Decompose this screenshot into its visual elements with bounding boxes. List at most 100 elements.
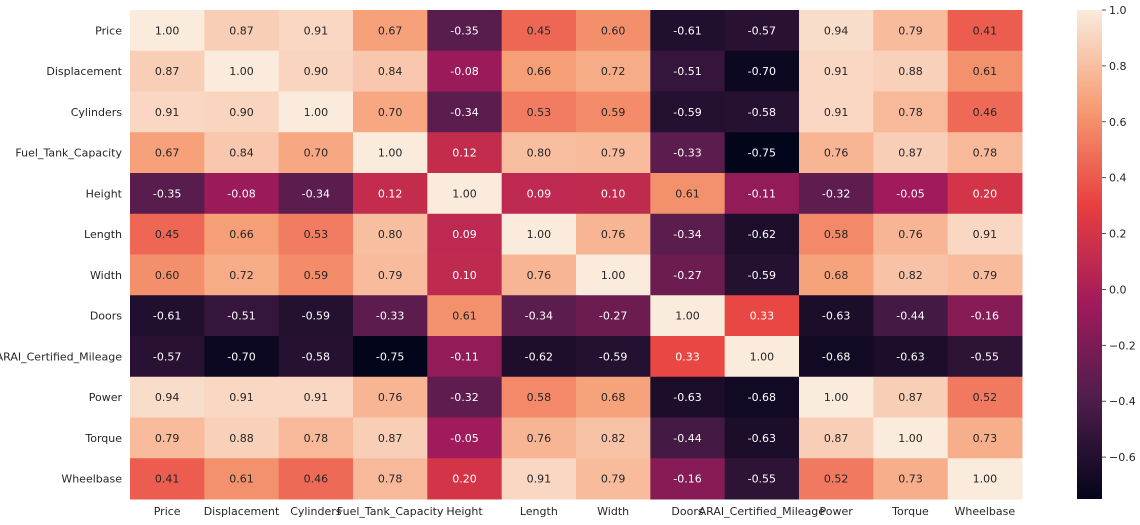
cell-value-label: 0.79 [601, 473, 626, 486]
heatmap-cell [947, 458, 1023, 500]
cell-value-label: -0.44 [896, 310, 924, 323]
cell-value-label: 0.09 [452, 228, 477, 241]
cell-value-label: 0.91 [304, 391, 329, 404]
cell-value-label: -0.27 [673, 269, 701, 282]
cell-value-label: 0.91 [304, 24, 329, 37]
x-tick-label: Cylinders [290, 505, 342, 518]
heatmap-cell [501, 132, 577, 174]
heatmap-cell [873, 50, 949, 92]
heatmap-cell [799, 173, 874, 215]
cell-value-label: 0.79 [973, 269, 998, 282]
cell-value-label: 0.73 [973, 432, 998, 445]
cell-value-label: 0.78 [378, 473, 403, 486]
colorbar-tick-label: 0.6 [1109, 116, 1127, 129]
colorbar-tick-label: −0.6 [1109, 451, 1136, 464]
heatmap-cell [353, 10, 428, 52]
heatmap-cell [724, 91, 800, 133]
cell-value-label: 0.45 [527, 24, 552, 37]
heatmap-cell [353, 91, 428, 133]
cell-value-label: 0.72 [229, 269, 254, 282]
cell-value-label: 0.45 [155, 228, 180, 241]
heatmap-cell [724, 10, 800, 52]
heatmap-cell [947, 417, 1023, 459]
heatmap-cell [873, 213, 949, 255]
heatmap-cell [501, 376, 577, 418]
heatmap-cell [650, 458, 726, 500]
cell-value-label: -0.05 [896, 187, 924, 200]
cell-value-label: 1.00 [155, 24, 180, 37]
heatmap-cell [278, 50, 354, 92]
heatmap-cell [204, 50, 280, 92]
cell-value-label: 0.87 [824, 432, 849, 445]
cell-value-label: 0.76 [898, 228, 923, 241]
heatmap-cell [353, 417, 428, 459]
heatmap-cell [799, 295, 874, 337]
cell-value-label: -0.51 [673, 65, 701, 78]
cell-value-label: 0.87 [155, 65, 180, 78]
cell-value-label: -0.70 [748, 65, 776, 78]
cell-value-label: 0.87 [229, 24, 254, 37]
cell-value-label: 1.00 [750, 350, 775, 363]
x-tick-label: Fuel_Tank_Capacity [337, 505, 444, 518]
cell-value-label: 0.90 [229, 106, 254, 119]
heatmap-cell [873, 254, 949, 296]
cell-value-label: 0.60 [601, 24, 626, 37]
cell-value-label: -0.27 [599, 310, 627, 323]
heatmap-cell [353, 336, 428, 378]
cell-value-label: 0.59 [304, 269, 329, 282]
heatmap-cell [278, 91, 354, 133]
y-tick-label: Displacement [46, 65, 122, 78]
heatmap-cell [576, 254, 651, 296]
cell-value-label: 0.84 [378, 65, 403, 78]
heatmap-cell [353, 254, 428, 296]
cell-value-label: 0.87 [898, 391, 923, 404]
heatmap-cell [947, 91, 1023, 133]
heatmap-cell [947, 295, 1023, 337]
heatmap-cell [278, 336, 354, 378]
x-tick-label: Width [597, 505, 629, 518]
heatmap-cell [650, 50, 726, 92]
heatmap-cell [873, 376, 949, 418]
cell-value-label: -0.75 [748, 147, 776, 160]
cell-value-label: -0.34 [673, 228, 701, 241]
heatmap-cell [873, 91, 949, 133]
heatmap-cell [278, 295, 354, 337]
cell-value-label: 0.78 [973, 147, 998, 160]
colorbar [1077, 10, 1102, 499]
heatmap-cell [650, 336, 726, 378]
cell-value-label: -0.57 [748, 24, 776, 37]
heatmap-cell [130, 132, 205, 174]
heatmap-cell [724, 295, 800, 337]
cell-value-label: 0.79 [601, 147, 626, 160]
heatmap-cell [353, 376, 428, 418]
x-tick-label: Displacement [204, 505, 280, 518]
heatmap-cell [130, 10, 205, 52]
heatmap-cell [501, 254, 577, 296]
heatmap-cell [576, 213, 651, 255]
heatmap-cell [724, 254, 800, 296]
cell-value-label: 0.79 [898, 24, 923, 37]
y-tick-label: Doors [90, 310, 122, 323]
heatmap-cell [576, 458, 651, 500]
heatmap-cell [724, 132, 800, 174]
cell-value-label: 0.72 [601, 65, 626, 78]
cell-value-label: 0.76 [378, 391, 403, 404]
cell-value-label: 0.61 [973, 65, 998, 78]
cell-value-label: -0.58 [302, 350, 330, 363]
colorbar-tick-labels: 1.0 0.8 0.6 0.4 0.2 0.0 −0.2 −0.4 −0.6 [1102, 4, 1136, 464]
heatmap-cell [799, 417, 874, 459]
y-tick-label: Fuel_Tank_Capacity [15, 147, 122, 160]
heatmap-cell [130, 295, 205, 337]
cell-value-label: 0.53 [527, 106, 552, 119]
cell-value-label: 1.00 [452, 187, 477, 200]
heatmap-cell [204, 91, 280, 133]
heatmap-cell [947, 50, 1023, 92]
cell-value-label: 0.68 [824, 269, 849, 282]
heatmap-cell [130, 173, 205, 215]
heatmap-cell [130, 50, 205, 92]
cell-value-label: -0.70 [227, 350, 255, 363]
heatmap-cell [650, 173, 726, 215]
heatmap-cell [427, 50, 503, 92]
heatmap-cell [501, 295, 577, 337]
heatmap-cell [947, 10, 1023, 52]
